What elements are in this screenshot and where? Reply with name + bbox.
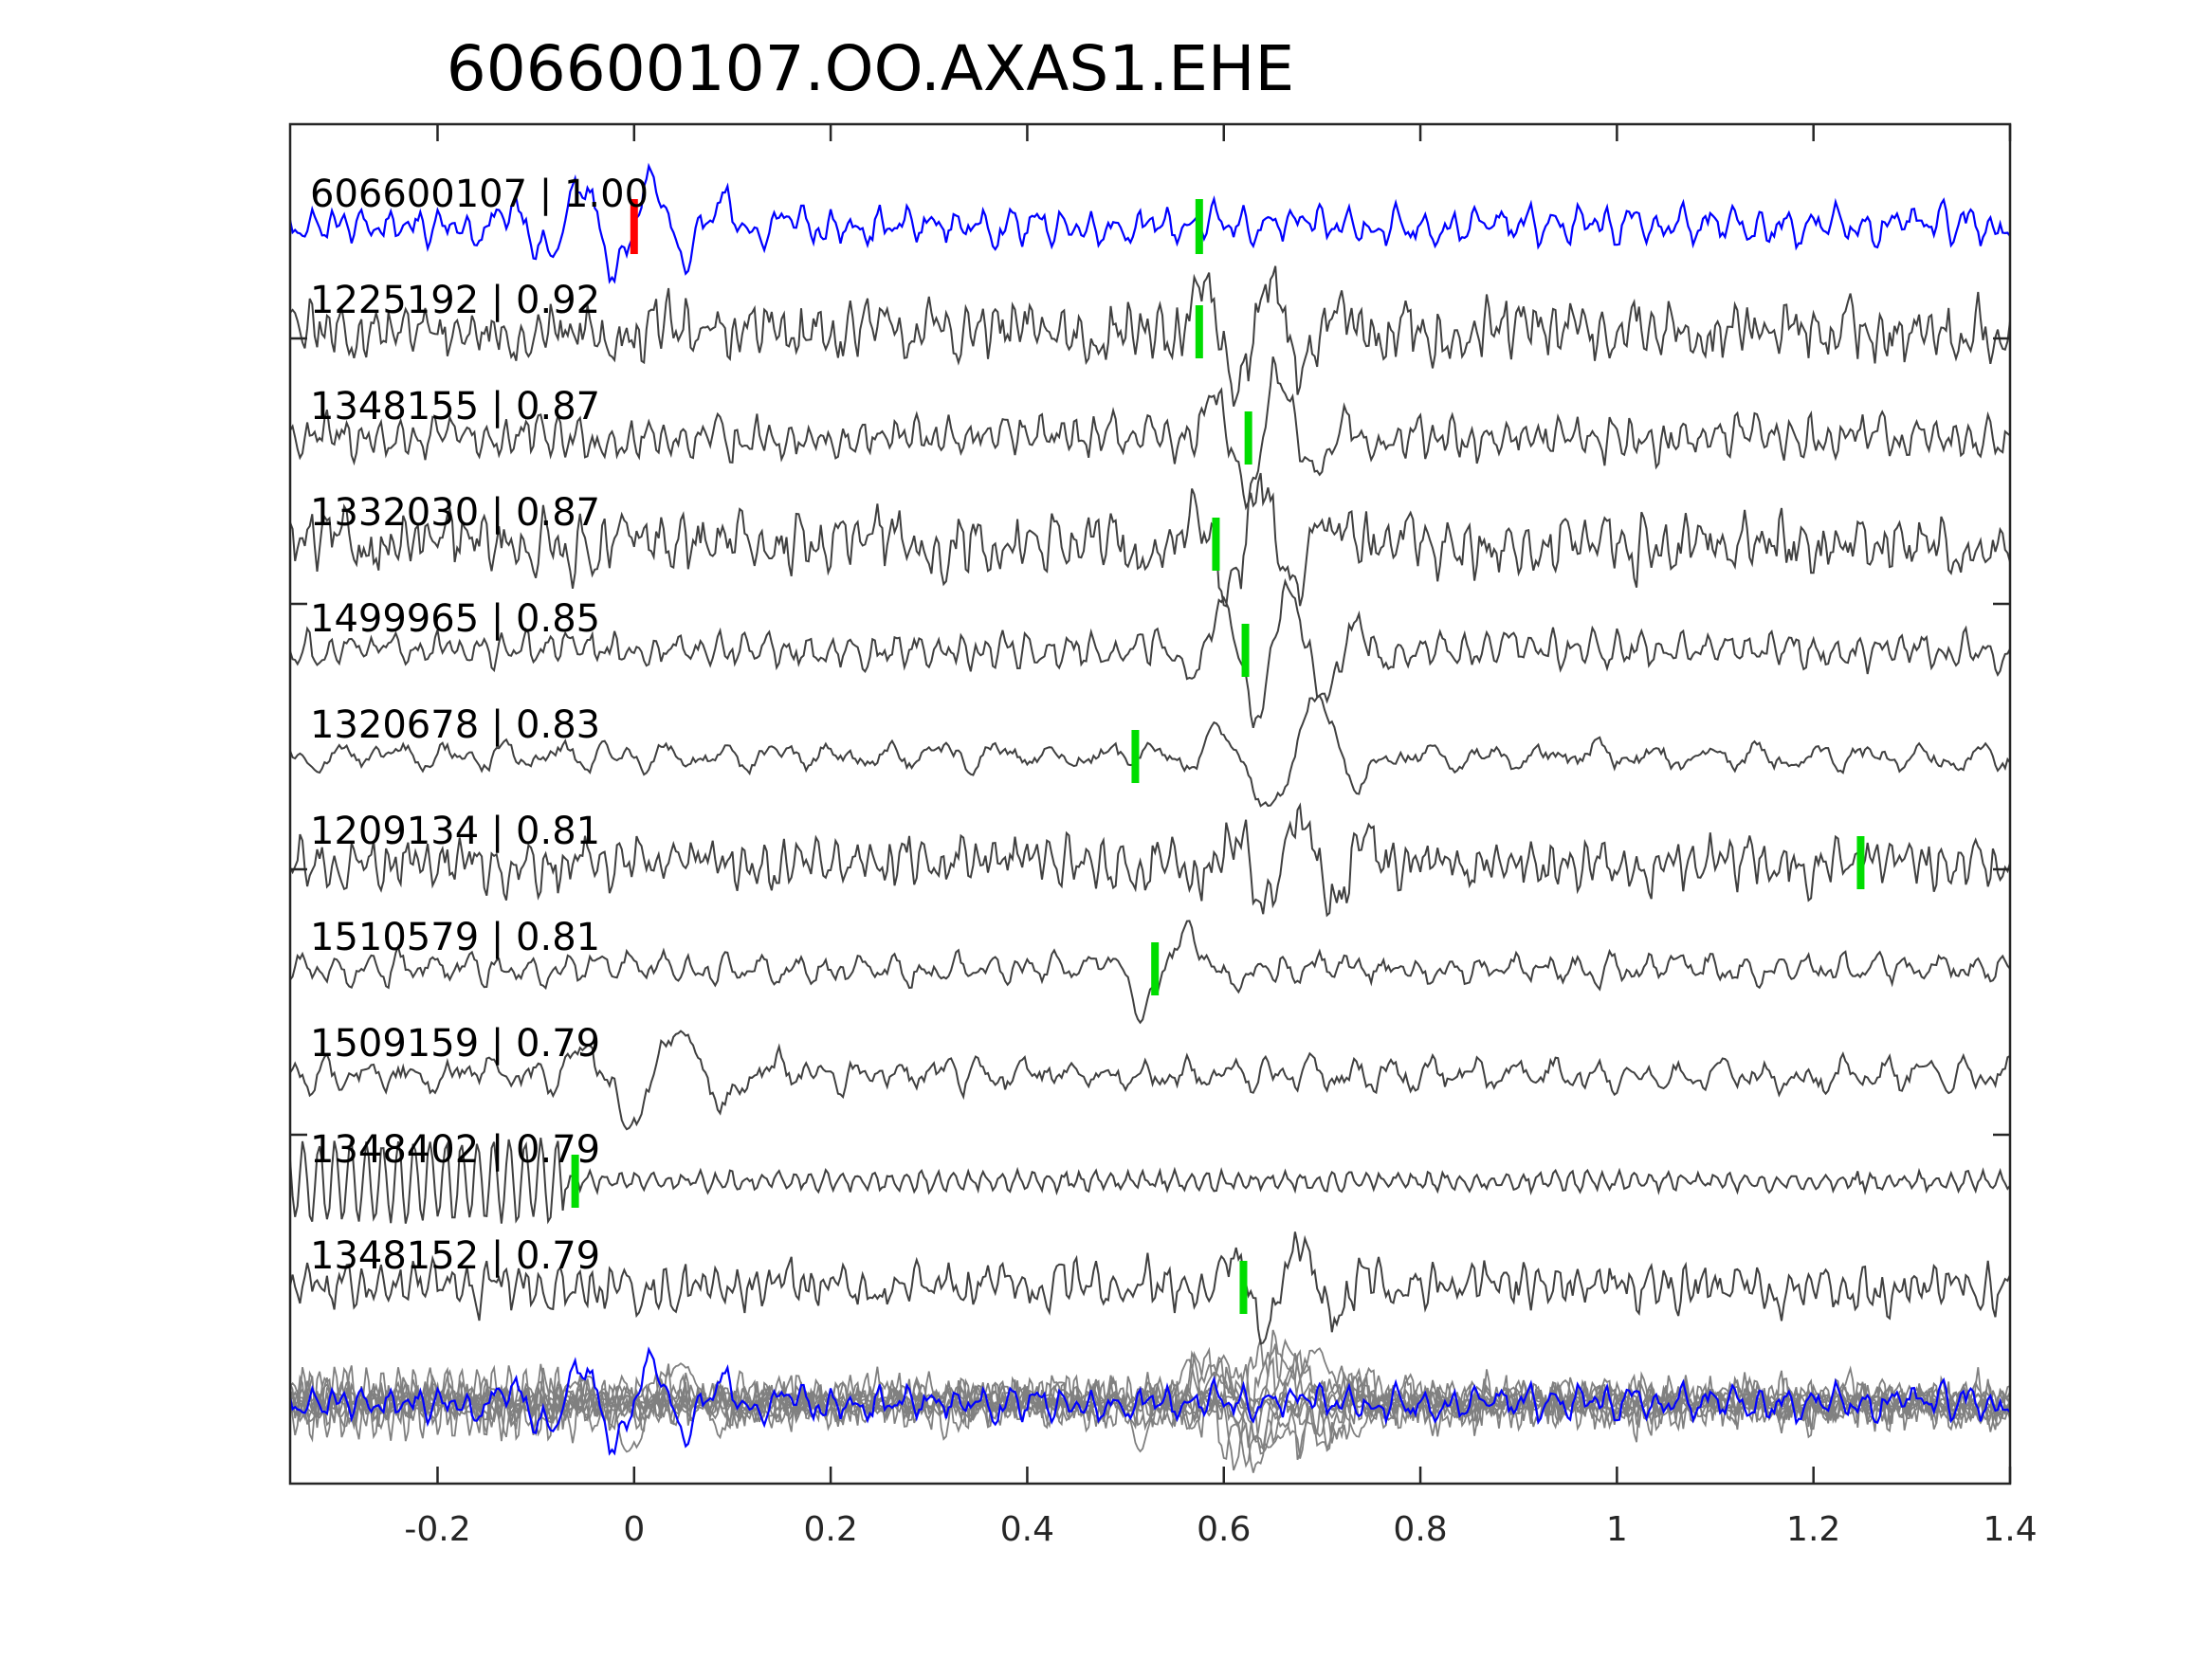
x-tick-label: 1 (1606, 1510, 1628, 1549)
stack-trace-1348152 (289, 1353, 2011, 1455)
trace-line-1332030 (289, 472, 2011, 608)
trace-line-1320678 (289, 694, 2011, 808)
trace-label-1332030: 1332030 | 0.87 (310, 491, 600, 535)
trace-line-1209134 (289, 802, 2011, 918)
trace-label-1348402: 1348402 | 0.79 (310, 1128, 600, 1172)
x-tick-label: 0.8 (1393, 1510, 1447, 1549)
x-tick-label: 1.4 (1983, 1510, 2037, 1549)
x-tick-label: 0.2 (803, 1510, 857, 1549)
x-axis: -0.2 0 0.2 0.4 0.6 0.8 1 1.2 1.4 (290, 124, 2038, 1549)
axes-box (288, 122, 2012, 1486)
x-tick-label: 0.4 (1000, 1510, 1054, 1549)
x-tick-label: 0 (623, 1510, 645, 1549)
trace-label-1510579: 1510579 | 0.81 (310, 916, 600, 959)
trace-label-1225192: 1225192 | 0.92 (310, 279, 600, 322)
trace-label-1209134: 1209134 | 0.81 (310, 810, 600, 853)
trace-line-1509159 (289, 1030, 2011, 1131)
stack-trace-template (288, 1346, 2011, 1456)
picks-group (571, 199, 1865, 1314)
trace-line-606600107 (288, 162, 2011, 284)
stack-trace-1509159 (289, 1362, 2011, 1453)
trace-label-606600107: 606600107 | 1.00 (310, 173, 649, 216)
x-tick-label: 1.2 (1786, 1510, 1840, 1549)
trace-label-1320678: 1320678 | 0.83 (310, 703, 600, 747)
trace-line-1510579 (289, 920, 2011, 1025)
trace-label-1348152: 1348152 | 0.79 (310, 1234, 600, 1278)
x-tick-label: -0.2 (404, 1510, 470, 1549)
trace-label-1509159: 1509159 | 0.79 (310, 1022, 600, 1066)
trace-label-1348155: 1348155 | 0.87 (310, 385, 600, 428)
trace-line-1348152 (289, 1231, 2011, 1345)
x-tick-label: 0.6 (1197, 1510, 1251, 1549)
chart-title: 606600107.OO.AXAS1.EHE (447, 32, 1295, 105)
trace-label-1499965: 1499965 | 0.85 (310, 597, 600, 641)
trace-line-1225192 (289, 265, 2011, 408)
trace-line-1348155 (289, 356, 2011, 511)
trace-labels-group: 606600107 | 1.00 1225192 | 0.92 1348155 | … (310, 173, 649, 1278)
trace-line-1499965 (289, 577, 2011, 729)
stack-overlay (288, 1329, 2011, 1473)
